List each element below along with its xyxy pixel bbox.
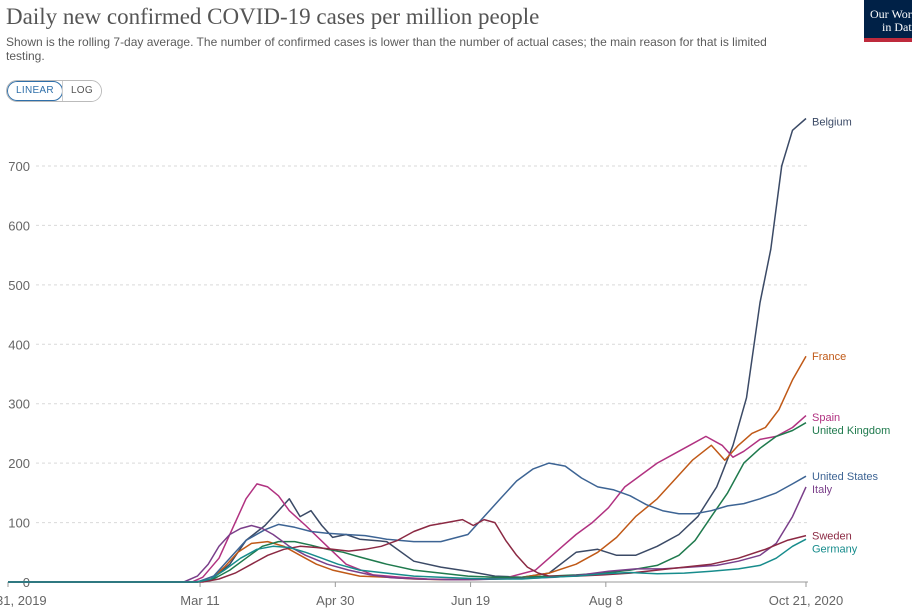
series-line-united-states[interactable] (8, 462, 807, 583)
series-line-belgium[interactable] (8, 117, 807, 583)
scale-toggle[interactable]: LINEAR LOG (6, 80, 102, 102)
x-tick-label: Apr 30 (316, 593, 354, 608)
series-label-france[interactable]: France (812, 351, 846, 363)
x-tick-label: Dec 31, 2019 (0, 593, 47, 608)
logo-line-2: in Data (882, 20, 912, 34)
series-label-italy[interactable]: Italy (812, 484, 833, 496)
y-tick-label: 600 (8, 218, 30, 233)
series-layer (8, 117, 807, 583)
x-tick-label: Jun 19 (451, 593, 490, 608)
owid-logo[interactable]: Our World in Data (864, 0, 912, 42)
y-tick-label: 200 (8, 456, 30, 471)
y-tick-label: 500 (8, 278, 30, 293)
series-label-sweden[interactable]: Sweden (812, 531, 852, 543)
y-tick-label: 300 (8, 397, 30, 412)
x-tick-label: Mar 11 (180, 593, 220, 608)
series-label-united-kingdom[interactable]: United Kingdom (812, 425, 890, 437)
grid-layer (36, 165, 808, 524)
chart-subtitle: Shown is the rolling 7-day average. The … (6, 35, 767, 63)
series-line-spain[interactable] (8, 415, 807, 583)
series-line-sweden[interactable] (8, 518, 807, 583)
series-label-united-states[interactable]: United States (812, 471, 879, 483)
series-line-germany[interactable] (8, 538, 807, 583)
chart-title: Daily new confirmed COVID-19 cases per m… (6, 4, 540, 29)
series-label-belgium[interactable]: Belgium (812, 116, 852, 128)
logo-accent-bar (864, 38, 912, 42)
y-tick-label: 100 (8, 516, 30, 531)
y-tick-label: 700 (8, 159, 30, 174)
x-tick-label: Oct 21, 2020 (769, 593, 843, 608)
logo-line-1: Our World (870, 7, 912, 21)
x-tick-label: Aug 8 (589, 593, 623, 608)
log-scale-button[interactable]: LOG (61, 81, 101, 101)
y-tick-label: 400 (8, 337, 30, 352)
series-line-united-kingdom[interactable] (8, 422, 807, 583)
series-label-spain[interactable]: Spain (812, 412, 840, 424)
series-label-germany[interactable]: Germany (812, 544, 858, 556)
series-line-italy[interactable] (8, 486, 807, 583)
